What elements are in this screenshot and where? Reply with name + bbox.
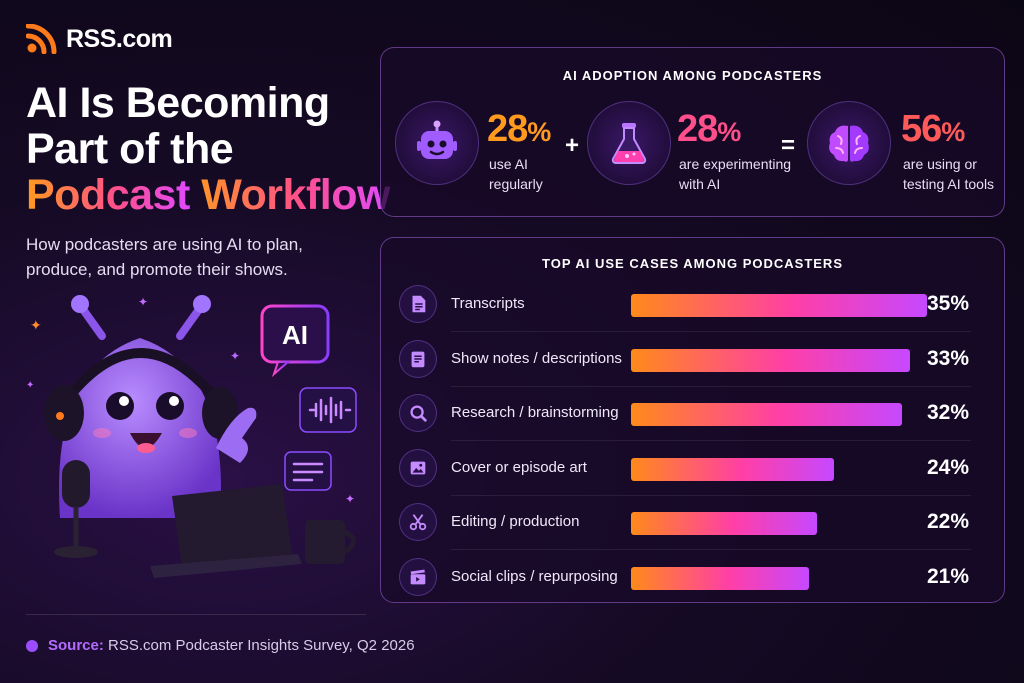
data-label: 35%: [926, 292, 969, 315]
category-label: Research / brainstorming: [451, 404, 619, 421]
stat-label-line: testing AI tools: [903, 176, 995, 192]
bar: [631, 512, 818, 535]
title-line-3: Podcast Workflow: [26, 172, 390, 218]
svg-text:✦: ✦: [26, 380, 34, 391]
stat-label-line: regularly: [489, 176, 543, 192]
stat-label: use AI regularly: [489, 154, 543, 194]
footer-divider: [26, 614, 366, 615]
plus-sign: +: [565, 132, 580, 159]
source-note: Source: RSS.com Podcaster Insights Surve…: [26, 637, 415, 654]
stat-unit: %: [717, 117, 741, 147]
use-case-row: Cover or episode art 24%: [399, 446, 989, 496]
data-label: 22%: [926, 510, 969, 533]
stat-icon-circle: [395, 101, 479, 185]
row-divider: [451, 494, 971, 496]
stat-label: are using or testing AI tools: [903, 154, 994, 194]
bullet-dot-icon: [26, 639, 38, 652]
stat-number: 28: [487, 108, 528, 150]
use-case-row: Transcripts 35%: [399, 282, 989, 332]
source-text: RSS.com Podcaster Insights Survey, Q2 20…: [103, 637, 415, 654]
source-label: Source:: [48, 637, 104, 654]
flask-icon: [611, 123, 647, 164]
scissors-icon: [399, 503, 437, 541]
stat-value: 28%: [677, 108, 741, 151]
category-label: Cover or episode art: [451, 458, 587, 476]
chart-title: TOP AI USE CASES AMONG PODCASTERS: [542, 256, 843, 271]
title-word-workflow: Workflow: [189, 171, 390, 219]
bar: [631, 294, 927, 317]
adoption-panel: AI ADOPTION AMONG PODCASTERS 28% use AI r…: [380, 47, 1005, 217]
mascot-ai-badge: AI: [282, 320, 308, 350]
stat-number: 28: [677, 108, 718, 150]
adoption-title: AI ADOPTION AMONG PODCASTERS: [562, 68, 823, 83]
bar: [631, 348, 911, 372]
category-label: Editing / production: [451, 513, 580, 530]
stat-value: 28%: [487, 108, 551, 151]
stat-label-line: are using or: [903, 156, 977, 172]
use-case-row: Research / brainstorming 32%: [399, 391, 989, 441]
stat-icon-circle: [587, 101, 671, 185]
bar: [631, 403, 902, 426]
brain-icon: [829, 125, 869, 162]
use-case-row: Social clips / repurposing 21%: [399, 555, 989, 601]
use-case-row: Show notes / descriptions 33%: [399, 337, 989, 387]
svg-text:✦: ✦: [230, 349, 240, 363]
clapperboard-icon: [399, 557, 437, 596]
brand-name: RSS.com: [66, 24, 173, 53]
data-label: 33%: [926, 346, 969, 370]
document-icon: [399, 285, 437, 323]
svg-text:✦: ✦: [345, 492, 355, 506]
category-label: Transcripts: [451, 295, 525, 312]
stat-label: are experimenting with AI: [679, 154, 791, 194]
stat-label-line: with AI: [679, 176, 721, 192]
stat-unit: %: [527, 117, 551, 147]
stat-label-line: use AI: [489, 156, 528, 172]
page-title: AI Is Becoming Part of the Podcast Workf…: [26, 80, 390, 218]
image-icon: [399, 448, 437, 487]
bar: [631, 457, 834, 481]
stat-label-line: are experimenting: [679, 156, 792, 172]
mascot-illustration: ✦ ✦ ✦ ✦ ✦ AI: [26, 295, 357, 578]
rss-icon: [26, 24, 57, 54]
data-label: 21%: [926, 564, 969, 588]
search-icon: [399, 394, 437, 432]
stat-unit: %: [941, 117, 965, 147]
svg-text:✦: ✦: [30, 317, 42, 333]
brand-logo: RSS.com: [26, 24, 173, 54]
row-divider: [451, 549, 971, 550]
stat-value: 56%: [901, 108, 965, 151]
notes-icon: [399, 339, 437, 378]
svg-text:✦: ✦: [138, 295, 148, 309]
robot-icon: [417, 120, 457, 159]
category-label: Show notes / descriptions: [451, 349, 622, 367]
title-line-1: AI Is Becoming: [26, 79, 330, 127]
row-divider: [451, 385, 971, 387]
row-divider: [451, 331, 971, 332]
row-divider: [451, 440, 971, 441]
data-label: 32%: [926, 401, 969, 424]
use-cases-panel: TOP AI USE CASES AMONG PODCASTERS Transc…: [380, 237, 1005, 603]
page-subtitle: How podcasters are using AI to plan, pro…: [26, 235, 303, 279]
title-line-2: Part of the: [26, 125, 234, 173]
stat-number: 56: [901, 108, 942, 150]
bar: [631, 566, 809, 590]
data-label: 24%: [926, 455, 969, 479]
stat-icon-circle: [807, 101, 891, 185]
equals-sign: =: [781, 132, 796, 159]
use-case-row: Editing / production 22%: [399, 500, 989, 550]
title-word-podcast: Podcast: [26, 171, 190, 219]
category-label: Social clips / repurposing: [451, 567, 618, 585]
